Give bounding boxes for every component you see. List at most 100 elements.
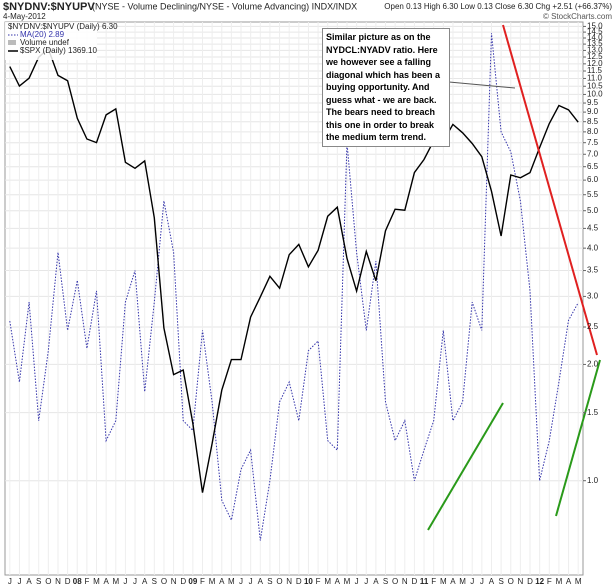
x-tick-label: O <box>45 577 51 586</box>
y-tick-label: 13.5 <box>587 39 603 48</box>
x-tick-label: 12 <box>535 577 544 586</box>
x-tick-label: F <box>316 577 321 586</box>
x-tick-label: F <box>431 577 436 586</box>
x-tick-label: A <box>142 577 148 586</box>
x-tick-label: J <box>470 577 474 586</box>
y-tick-label: 5.5 <box>587 190 599 199</box>
x-tick-label: F <box>84 577 89 586</box>
x-tick-label: J <box>17 577 21 586</box>
x-tick-label: M <box>440 577 447 586</box>
y-tick-label: 9.5 <box>587 98 599 107</box>
annotation: Similar picture as on the NYDCL:NYADV ra… <box>322 28 450 147</box>
legend-label: MA(20) 2.89 <box>20 30 65 39</box>
y-tick-label: 12.0 <box>587 59 603 68</box>
x-tick-label: M <box>459 577 466 586</box>
x-tick-label: S <box>267 577 272 586</box>
x-tick-label: N <box>55 577 61 586</box>
x-tick-label: N <box>171 577 177 586</box>
x-tick-label: 10 <box>304 577 313 586</box>
x-tick-label: J <box>480 577 484 586</box>
annotation-arrow <box>448 81 516 89</box>
x-tick-label: O <box>276 577 282 586</box>
x-tick-label: S <box>498 577 503 586</box>
x-tick-label: M <box>228 577 235 586</box>
x-tick-label: A <box>26 577 32 586</box>
legend-volume: Volume undef <box>20 38 70 47</box>
x-tick-label: O <box>392 577 398 586</box>
y-tick-label: 4.0 <box>587 243 599 252</box>
y-tick-label: 8.5 <box>587 117 599 126</box>
x-tick-label: A <box>103 577 109 586</box>
y-tick-label: 14.0 <box>587 33 603 42</box>
y-tick-label: 11.0 <box>587 74 603 83</box>
x-tick-label: S <box>152 577 157 586</box>
y-tick-label: 6.0 <box>587 175 599 184</box>
x-tick-label: D <box>296 577 302 586</box>
x-tick-label: M <box>324 577 331 586</box>
x-tick-label: N <box>517 577 523 586</box>
legend-header: $NYDNV:$NYUPV (Daily) 6.30 <box>8 22 118 31</box>
x-tick-label: S <box>383 577 388 586</box>
x-tick-label: D <box>180 577 186 586</box>
credit: © StockCharts.com <box>543 12 612 21</box>
x-tick-label: M <box>344 577 351 586</box>
x-tick-label: A <box>489 577 495 586</box>
y-tick-label: 8.0 <box>587 127 599 136</box>
y-tick-label: 11.5 <box>587 66 603 75</box>
y-tick-label: 7.0 <box>587 149 599 158</box>
y-tick-label: 14.5 <box>587 27 603 36</box>
x-tick-label: J <box>355 577 359 586</box>
y-tick-label: 7.5 <box>587 138 599 147</box>
x-tick-label: N <box>402 577 408 586</box>
y-tick-label: 3.0 <box>587 292 599 301</box>
x-tick-label: N <box>286 577 292 586</box>
x-tick-label: 08 <box>73 577 82 586</box>
x-tick-label: A <box>373 577 379 586</box>
lines <box>9 33 579 541</box>
x-tick-label: D <box>412 577 418 586</box>
x-tick-label: D <box>527 577 533 586</box>
x-tick-label: S <box>36 577 41 586</box>
y-tick-label: 2.5 <box>587 322 599 331</box>
x-tick-label: 09 <box>188 577 197 586</box>
chart-title: $NYDNV:$NYUPV <box>3 1 95 13</box>
x-tick-label: D <box>65 577 71 586</box>
y-tick-label: 5.0 <box>587 206 599 215</box>
y-tick-label: 6.5 <box>587 162 599 171</box>
y-tick-label: 13.0 <box>587 46 603 55</box>
legend-swatch <box>8 40 16 45</box>
x-tick-label: 11 <box>420 577 429 586</box>
trend-line-green <box>555 359 601 517</box>
y-tick-label: 1.0 <box>587 476 599 485</box>
x-tick-label: F <box>547 577 552 586</box>
x-tick-label: M <box>575 577 582 586</box>
legend-label: $SPX (Daily) 1369.10 <box>20 46 97 55</box>
chart-subtitle: (NYSE - Volume Declining/NYSE - Volume A… <box>92 1 357 11</box>
y-tick-label: 10.5 <box>587 81 603 90</box>
x-tick-label: O <box>508 577 514 586</box>
x-tick-label: M <box>209 577 216 586</box>
y-tick-label: 15.0 <box>587 22 603 31</box>
x-tick-label: M <box>112 577 119 586</box>
x-tick-label: A <box>450 577 456 586</box>
series-line <box>9 47 579 493</box>
trend-line-red <box>502 24 598 356</box>
legend-box <box>5 22 97 60</box>
x-tick-label: A <box>258 577 264 586</box>
x-tick-label: J <box>239 577 243 586</box>
y-tick-label: 9.0 <box>587 107 599 116</box>
plot-frame <box>4 21 584 576</box>
x-tick-label: J <box>123 577 127 586</box>
y-tick-label: 12.5 <box>587 52 603 61</box>
y-tick-label: 3.5 <box>587 266 599 275</box>
date: 4-May-2012 <box>3 12 46 21</box>
y-tick-label: 10.0 <box>587 90 603 99</box>
x-tick-label: J <box>249 577 253 586</box>
y-tick-label: 1.5 <box>587 408 599 417</box>
trend-line-green <box>427 402 504 531</box>
quote: Open 0.13 High 6.30 Low 0.13 Close 6.30 … <box>384 2 612 11</box>
x-tick-label: F <box>200 577 205 586</box>
y-tick-label: 2.0 <box>587 360 599 369</box>
